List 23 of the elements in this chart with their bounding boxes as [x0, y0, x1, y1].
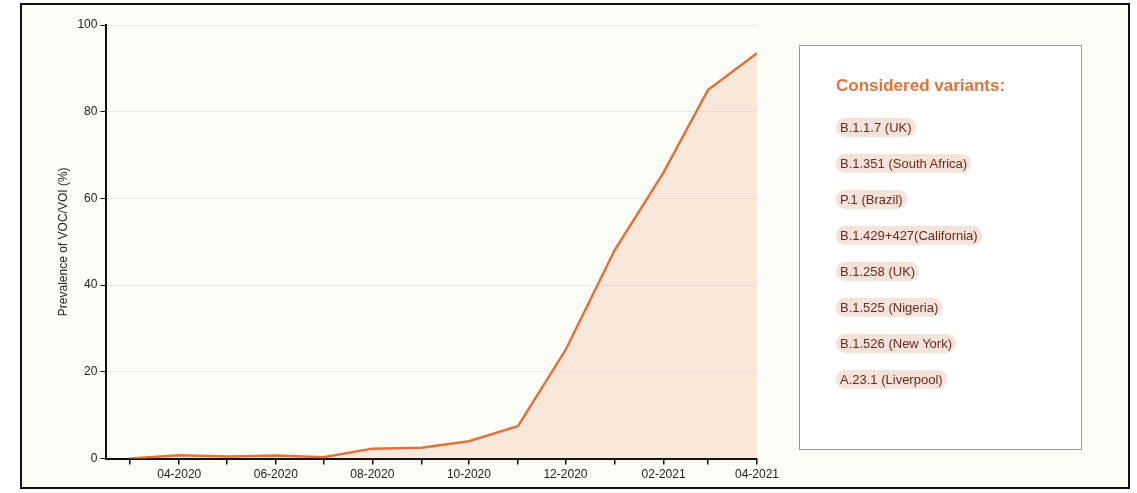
text: B.1.1.7 (UK)	[836, 118, 916, 137]
text: B.1.429+427(California)	[836, 226, 982, 245]
y-tick-label: 20	[84, 364, 98, 379]
x-tick-label: 12-2020	[543, 467, 588, 482]
x-tick-label: 06-2020	[253, 467, 299, 482]
legend-title: Considered variants:	[836, 76, 1007, 96]
y-tick-label: 60	[84, 190, 98, 205]
text: B.1.526 (New York)	[836, 334, 957, 353]
text: B.1.351 (South Africa)	[836, 154, 972, 173]
y-tick-label: 0	[90, 450, 98, 465]
x-tick-label: 04-2021	[734, 467, 780, 482]
text: B.1.525 (Nigeria)	[836, 298, 943, 317]
x-tick-label: 02-2021	[641, 467, 686, 482]
y-tick-label: 80	[84, 104, 98, 119]
text: A.23.1 (Liverpool)	[836, 370, 947, 389]
y-axis-title: Prevalence of VOC/VOI (%)	[55, 167, 70, 317]
text: P.1 (Brazil)	[836, 190, 907, 209]
x-tick-label: 04-2020	[157, 467, 202, 482]
x-tick-label: 10-2020	[446, 467, 492, 482]
x-tick-label: 08-2020	[350, 467, 395, 482]
y-tick-label: 40	[84, 277, 98, 292]
y-tick-label: 100	[77, 17, 98, 32]
text: B.1.258 (UK)	[836, 262, 920, 281]
